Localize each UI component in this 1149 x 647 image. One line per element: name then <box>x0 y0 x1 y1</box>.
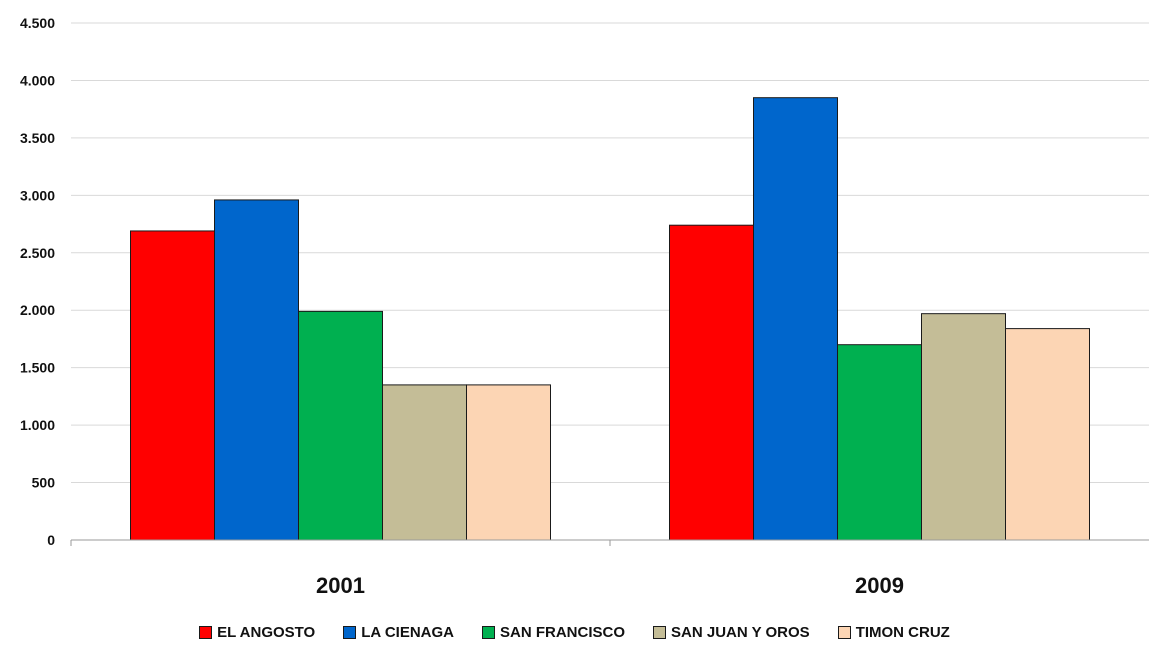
legend-label: SAN JUAN Y OROS <box>671 624 810 641</box>
bar-san-juan-y-oros-2001 <box>382 384 467 541</box>
bar-san-francisco-2009 <box>837 344 922 541</box>
legend: EL ANGOSTO LA CIENAGA SAN FRANCISCO SAN JUA… <box>0 624 1149 641</box>
bar-el-angosto-2001 <box>130 230 215 541</box>
legend-label: EL ANGOSTO <box>217 624 316 641</box>
legend-label: LA CIENAGA <box>361 624 455 641</box>
y-tick-label: 3.500 <box>20 130 55 146</box>
y-tick-label: 500 <box>32 475 56 491</box>
bar-timon-cruz-2001 <box>466 384 551 541</box>
legend-item: LA CIENAGA <box>343 624 454 641</box>
legend-swatch <box>653 626 667 639</box>
legend-swatch <box>482 626 496 639</box>
legend-swatch <box>199 626 213 639</box>
bar-la-cienaga-2009 <box>753 97 838 541</box>
x-category-label: 2009 <box>855 573 904 598</box>
y-tick-label: 4.000 <box>20 72 55 88</box>
bars <box>130 97 1090 541</box>
bar-san-juan-y-oros-2009 <box>921 313 1006 541</box>
legend-swatch <box>343 626 357 639</box>
legend-label: SAN FRANCISCO <box>500 624 626 641</box>
legend-item: EL ANGOSTO <box>199 624 315 641</box>
y-tick-label: 1.500 <box>20 360 55 376</box>
x-category-label: 2001 <box>316 573 365 598</box>
legend-item: SAN FRANCISCO <box>482 624 625 641</box>
y-tick-label: 1.000 <box>20 417 55 433</box>
x-axis <box>70 539 1149 546</box>
legend-label: TIMON CRUZ <box>855 624 950 641</box>
bar-timon-cruz-2009 <box>1005 328 1090 541</box>
bar-la-cienaga-2001 <box>214 199 299 541</box>
bar-el-angosto-2009 <box>669 224 754 541</box>
y-tick-label: 0 <box>47 532 55 548</box>
x-axis-category-labels: 2001 2009 <box>316 573 904 598</box>
y-tick-label: 4.500 <box>20 15 55 31</box>
y-tick-label: 3.000 <box>20 187 55 203</box>
bar-san-francisco-2001 <box>298 310 383 541</box>
legend-swatch <box>837 626 851 639</box>
legend-item: SAN JUAN Y OROS <box>653 624 810 641</box>
legend-item: TIMON CRUZ <box>837 624 950 641</box>
y-tick-label: 2.000 <box>20 302 55 318</box>
y-axis-tick-labels: 0 500 1.000 1.500 2.000 2.500 3.000 3.500 4.000 4… <box>20 15 55 548</box>
y-tick-label: 2.500 <box>20 245 55 261</box>
